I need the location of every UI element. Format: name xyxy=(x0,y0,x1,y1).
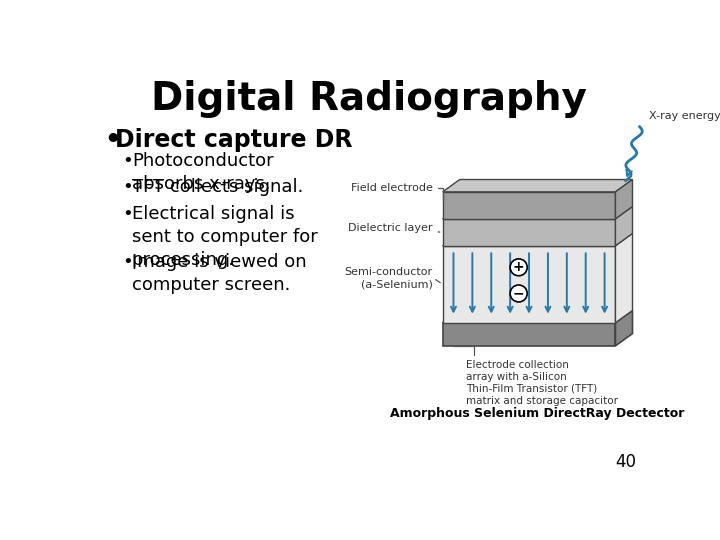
Text: TFT collects signal.: TFT collects signal. xyxy=(132,178,303,196)
Polygon shape xyxy=(443,192,616,219)
Polygon shape xyxy=(443,219,616,246)
Polygon shape xyxy=(616,206,632,246)
Text: 40: 40 xyxy=(616,454,636,471)
Text: •: • xyxy=(122,253,133,272)
Polygon shape xyxy=(443,246,616,323)
Polygon shape xyxy=(616,179,632,219)
Text: •: • xyxy=(122,178,133,196)
Text: Electrical signal is
sent to computer for
processing.: Electrical signal is sent to computer fo… xyxy=(132,205,318,269)
Circle shape xyxy=(510,285,527,302)
Text: •: • xyxy=(104,128,121,154)
Polygon shape xyxy=(443,233,632,246)
Text: Dielectric layer: Dielectric layer xyxy=(348,224,440,233)
Text: Photoconductor
absorbs x-rays.: Photoconductor absorbs x-rays. xyxy=(132,152,274,193)
Polygon shape xyxy=(616,310,632,346)
Text: X-ray energy: X-ray energy xyxy=(649,111,720,120)
Polygon shape xyxy=(443,323,616,346)
Text: Electrode collection
array with a-Silicon
Thin-Film Transistor (TFT)
matrix and : Electrode collection array with a-Silico… xyxy=(466,360,618,406)
Text: −: − xyxy=(513,287,524,300)
Text: Field electrode: Field electrode xyxy=(351,184,443,201)
Text: Semi-conductor
(a-Selenium): Semi-conductor (a-Selenium) xyxy=(344,267,433,289)
Polygon shape xyxy=(443,179,632,192)
Text: Image is viewed on
computer screen.: Image is viewed on computer screen. xyxy=(132,253,307,294)
Text: +: + xyxy=(513,260,524,274)
Polygon shape xyxy=(443,206,632,219)
Polygon shape xyxy=(443,310,632,323)
Text: •: • xyxy=(122,205,133,223)
Polygon shape xyxy=(616,233,632,323)
Text: Digital Radiography: Digital Radiography xyxy=(151,80,587,118)
Text: Direct capture DR: Direct capture DR xyxy=(114,128,352,152)
Text: Amorphous Selenium DirectRay Dectector: Amorphous Selenium DirectRay Dectector xyxy=(390,408,685,421)
Text: •: • xyxy=(122,152,133,170)
Circle shape xyxy=(510,259,527,276)
